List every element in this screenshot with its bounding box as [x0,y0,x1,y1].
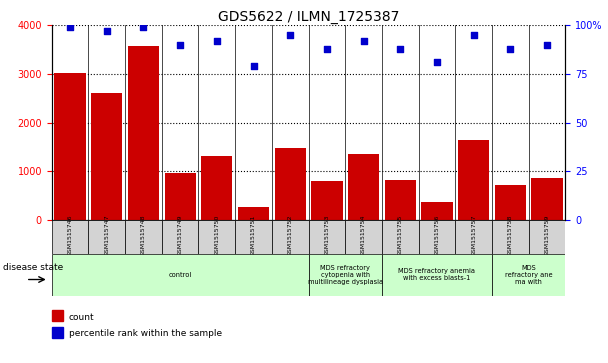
Text: GSM1515754: GSM1515754 [361,215,366,256]
Point [322,46,332,52]
Text: GSM1515750: GSM1515750 [214,215,219,256]
Text: count: count [69,313,94,322]
Text: GSM1515747: GSM1515747 [104,214,109,256]
Bar [495,185,526,220]
Point [432,60,442,65]
Point [102,28,112,34]
FancyBboxPatch shape [308,220,345,254]
Bar [531,178,562,220]
Text: MDS
refractory ane
ma with: MDS refractory ane ma with [505,265,553,285]
Text: disease state: disease state [3,263,63,272]
Bar [165,174,196,220]
Text: GSM1515756: GSM1515756 [435,215,440,256]
Text: GSM1515758: GSM1515758 [508,215,513,256]
FancyBboxPatch shape [198,220,235,254]
FancyBboxPatch shape [308,254,382,296]
Point [542,42,552,48]
Point [285,32,295,38]
FancyBboxPatch shape [382,220,419,254]
Bar [275,148,306,220]
Bar [238,207,269,220]
Title: GDS5622 / ILMN_1725387: GDS5622 / ILMN_1725387 [218,11,399,24]
Text: GSM1515748: GSM1515748 [141,215,146,256]
FancyBboxPatch shape [272,220,308,254]
Text: GSM1515759: GSM1515759 [545,215,550,256]
Text: control: control [168,272,192,278]
Text: GSM1515749: GSM1515749 [178,214,182,256]
FancyBboxPatch shape [52,254,308,296]
Text: percentile rank within the sample: percentile rank within the sample [69,330,222,338]
Bar [91,93,122,220]
FancyBboxPatch shape [529,220,565,254]
FancyBboxPatch shape [235,220,272,254]
Point [505,46,515,52]
Point [359,38,368,44]
Text: MDS refractory
cytopenia with
multilineage dysplasia: MDS refractory cytopenia with multilinea… [308,265,383,285]
FancyBboxPatch shape [419,220,455,254]
FancyBboxPatch shape [162,220,198,254]
Text: GSM1515752: GSM1515752 [288,215,292,256]
Bar [128,46,159,220]
FancyBboxPatch shape [88,220,125,254]
Point [212,38,222,44]
Text: GSM1515755: GSM1515755 [398,215,403,256]
Bar [311,181,342,220]
Point [469,32,478,38]
Text: GSM1515753: GSM1515753 [325,215,330,256]
Point [175,42,185,48]
FancyBboxPatch shape [382,254,492,296]
Bar [348,154,379,220]
Point [395,46,405,52]
Bar [201,155,232,220]
FancyBboxPatch shape [492,254,565,296]
Point [65,24,75,30]
FancyBboxPatch shape [492,220,529,254]
FancyBboxPatch shape [52,220,88,254]
Bar [458,140,489,220]
FancyBboxPatch shape [125,220,162,254]
Bar [55,73,86,220]
FancyBboxPatch shape [455,220,492,254]
Bar [421,202,452,220]
Text: MDS refractory anemia
with excess blasts-1: MDS refractory anemia with excess blasts… [398,269,475,281]
Bar [385,180,416,220]
Point [139,24,148,30]
Text: GSM1515751: GSM1515751 [251,215,256,256]
Text: GSM1515757: GSM1515757 [471,215,476,256]
Text: GSM1515746: GSM1515746 [67,215,72,256]
Point [249,63,258,69]
FancyBboxPatch shape [345,220,382,254]
